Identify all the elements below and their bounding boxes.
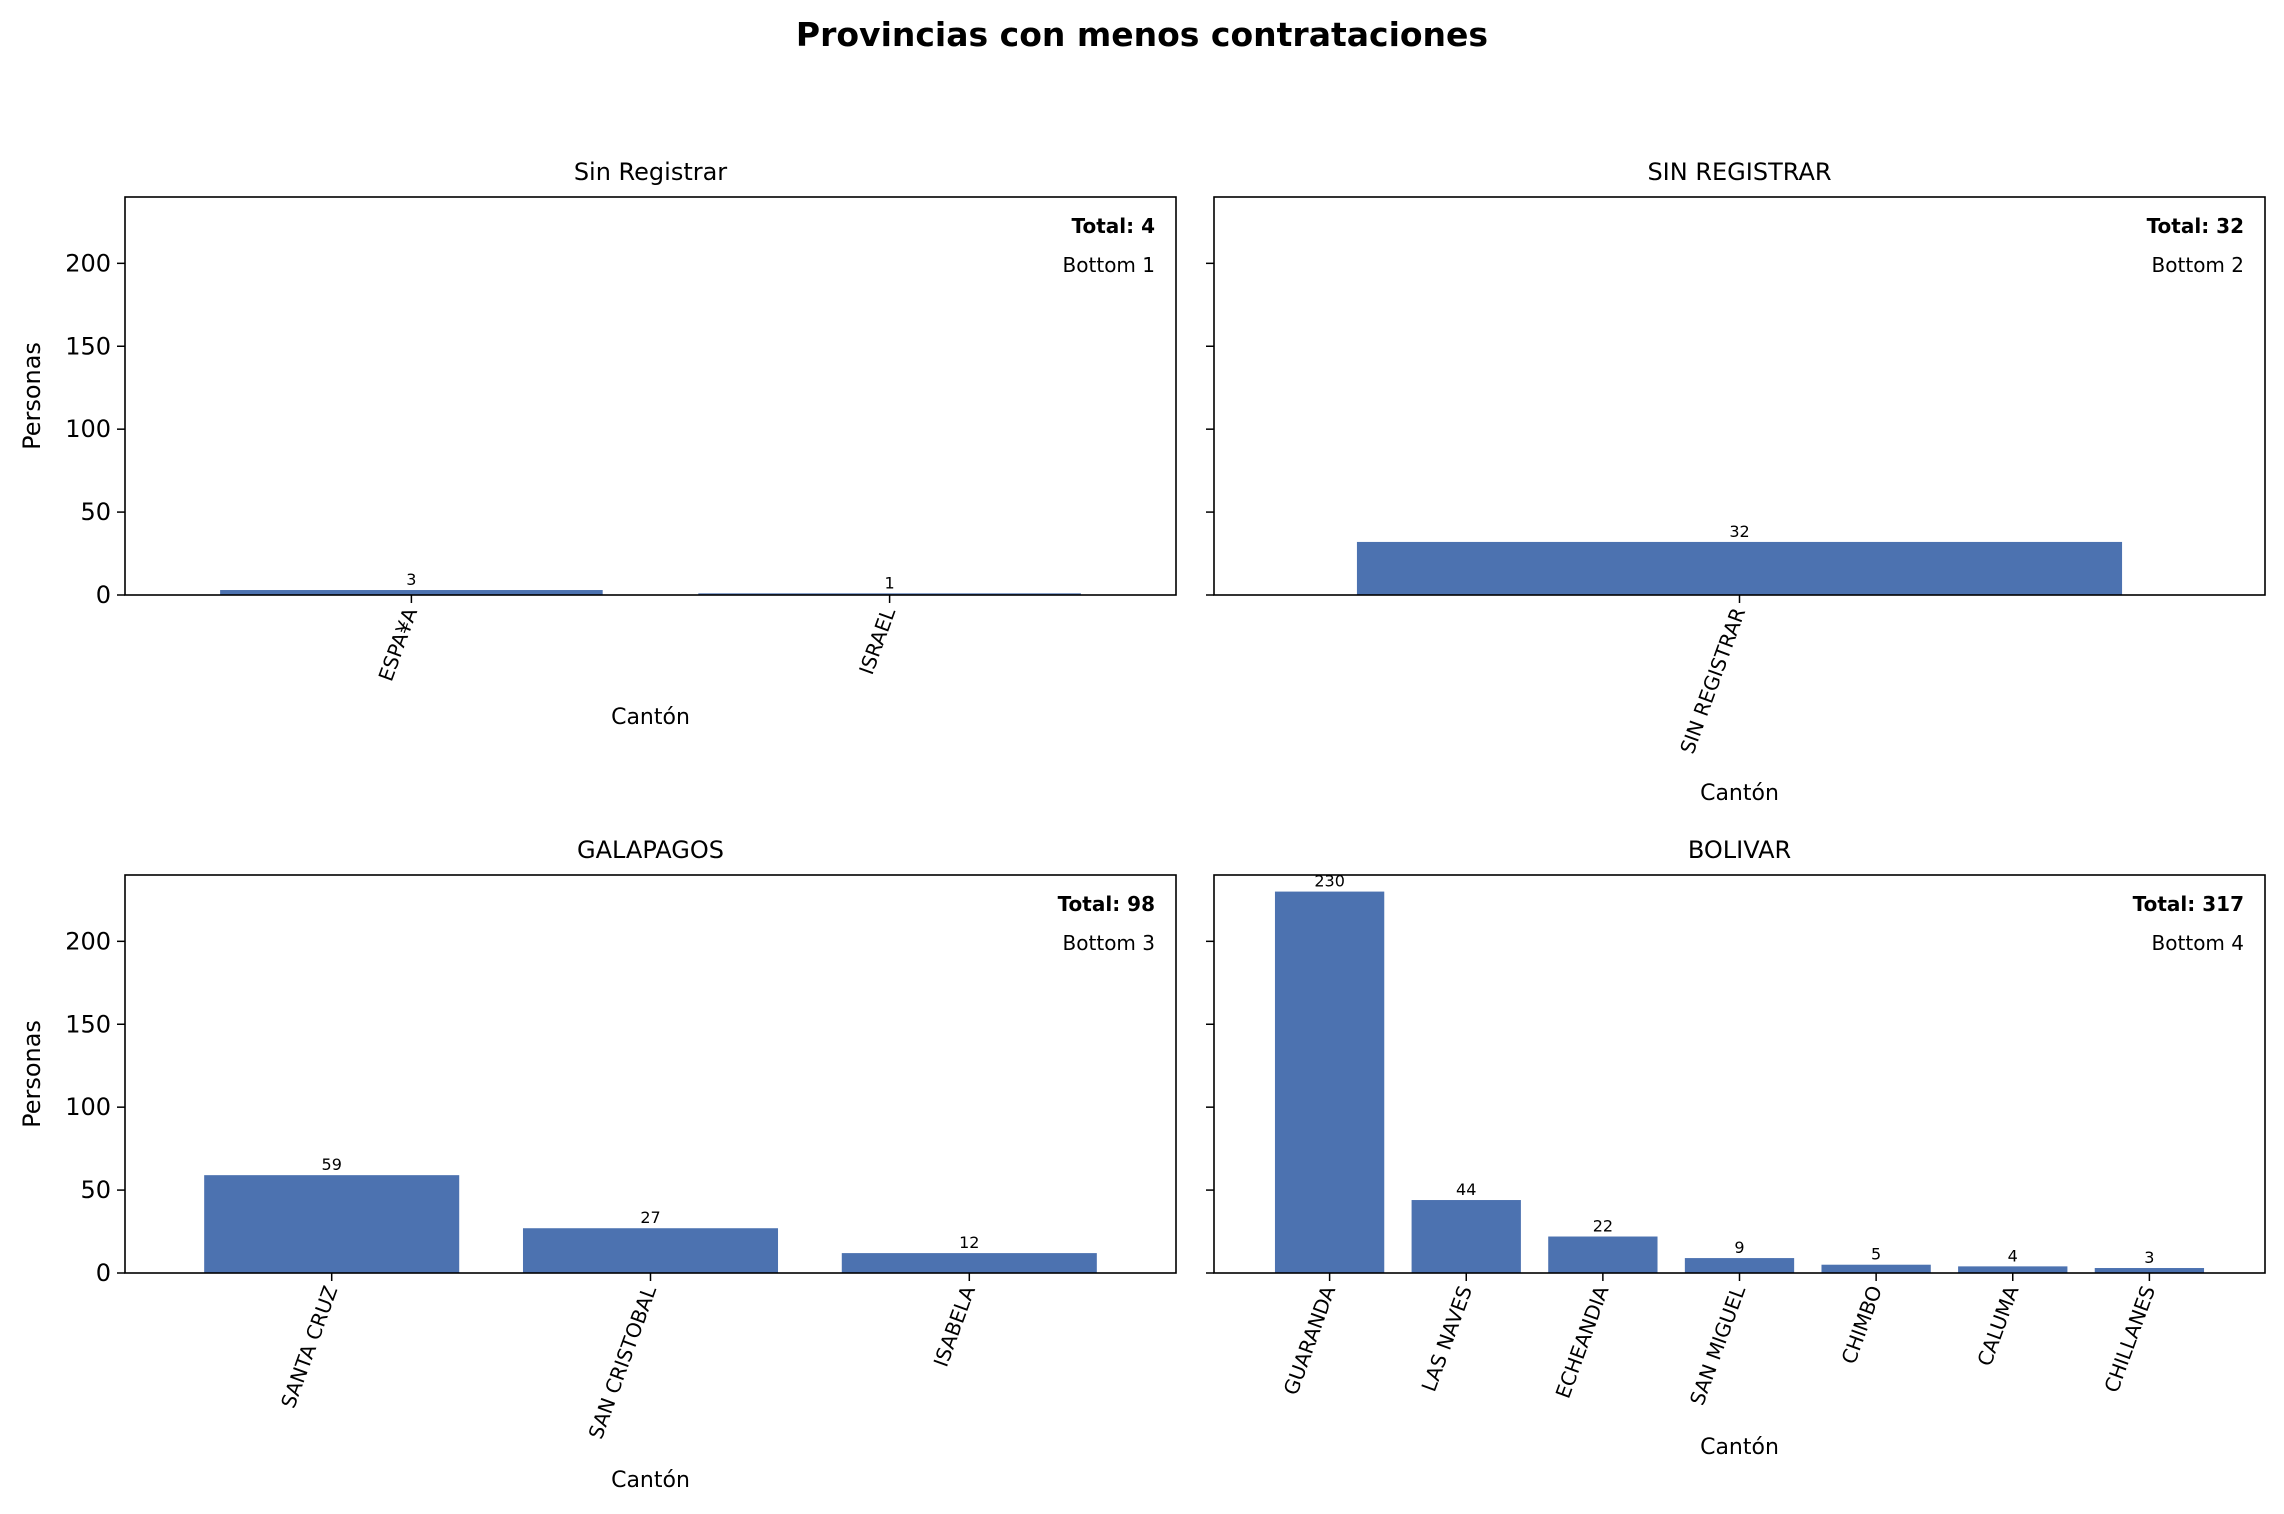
plot-frame [124,196,1177,596]
y-axis-label: Personas [18,342,46,450]
x-tick-label: SAN CRISTOBAL [584,1282,662,1442]
x-tick-label: LAS NAVES [1417,1283,1477,1395]
x-tick-label: ISRAEL [854,604,900,678]
x-tick-label: ISABELA [929,1282,980,1370]
bar-value-label: 27 [640,1208,660,1227]
bar-value-label: 9 [1734,1238,1744,1257]
bar [1821,1264,1931,1273]
y-tick-label: 0 [96,1259,111,1287]
bar [1958,1266,2068,1273]
chart-panel-1: 3 ESPA¥A 1 ISRAEL 0 50 100 150 200 Sin Registrar T… [18,158,1177,730]
x-tick-label: CHIMBO [1836,1283,1886,1368]
bar [1411,1200,1521,1273]
chart-panel-2: 32 SIN REGISTRAR SIN REGISTRAR Total: 32 Bot… [1206,158,2266,806]
y-axis-label: Personas [18,1020,46,1128]
bar [1274,891,1385,1273]
y-tick-label: 0 [96,581,111,609]
rank-label: Bottom 3 [1063,931,1155,955]
bar-value-label: 4 [2008,1246,2018,1265]
bar-value-label: 3 [2144,1248,2154,1267]
plot-frame [1213,196,2266,596]
total-label: Total: 317 [2133,892,2244,916]
x-tick-label: CHILLANES [2099,1283,2160,1396]
chart-panel-4: 230 GUARANDA 44 LAS NAVES 22 ECHEANDIA 9 SAN MI… [1206,836,2266,1460]
x-tick-label: SANTA CRUZ [276,1283,342,1412]
y-tick-label: 100 [65,1093,111,1121]
bar [522,1228,779,1273]
x-axis-label: Cantón [611,705,690,730]
panel-title: Sin Registrar [574,158,727,186]
x-tick-label: CALUMA [1972,1282,2023,1369]
bar [841,1253,1097,1273]
rank-label: Bottom 2 [2152,253,2244,277]
bar-value-label: 22 [1593,1217,1613,1236]
y-tick-label: 150 [65,332,111,360]
total-label: Total: 32 [2147,214,2244,238]
panel-title: GALAPAGOS [577,836,724,864]
y-tick-label: 50 [80,1176,111,1204]
rank-label: Bottom 1 [1063,253,1155,277]
total-label: Total: 98 [1058,892,1155,916]
x-axis-label: Cantón [1700,781,1779,806]
x-axis-label: Cantón [611,1468,690,1493]
bar-value-label: 32 [1729,522,1749,541]
y-tick-label: 200 [65,249,111,277]
panel-title: SIN REGISTRAR [1647,158,1831,186]
bar-value-label: 1 [885,573,895,592]
total-label: Total: 4 [1071,214,1155,238]
bar [1548,1236,1658,1273]
y-tick-label: 100 [65,415,111,443]
y-tick-label: 50 [80,498,111,526]
x-tick-label: SIN REGISTRAR [1675,604,1750,756]
panel-title: BOLIVAR [1688,836,1791,864]
bar-value-label: 44 [1456,1180,1476,1199]
y-tick-label: 200 [65,927,111,955]
bar [204,1175,460,1273]
bar [698,593,1081,595]
bar-value-label: 12 [959,1233,979,1252]
x-tick-label: SAN MIGUEL [1685,1282,1751,1409]
bar-value-label: 3 [406,570,416,589]
bar [2094,1268,2205,1273]
x-tick-label: GUARANDA [1279,1282,1341,1398]
bar-value-label: 5 [1871,1245,1881,1264]
x-tick-label: ESPA¥A [373,604,422,684]
y-tick-label: 150 [65,1010,111,1038]
bar [1684,1258,1795,1273]
x-axis-label: Cantón [1700,1435,1779,1460]
x-tick-label: ECHEANDIA [1551,1282,1614,1401]
bar-value-label: 230 [1314,872,1345,891]
figure-title: Provincias con menos contrataciones [796,15,1488,54]
bar [220,590,603,595]
rank-label: Bottom 4 [2152,931,2244,955]
bar-value-label: 59 [322,1155,342,1174]
plot-frame [1213,874,2266,1274]
plot-frame [124,874,1177,1274]
chart-panel-3: 59 SANTA CRUZ 27 SAN CRISTOBAL 12 ISABELA 0 50 1… [18,836,1177,1493]
bar [1356,541,2123,595]
